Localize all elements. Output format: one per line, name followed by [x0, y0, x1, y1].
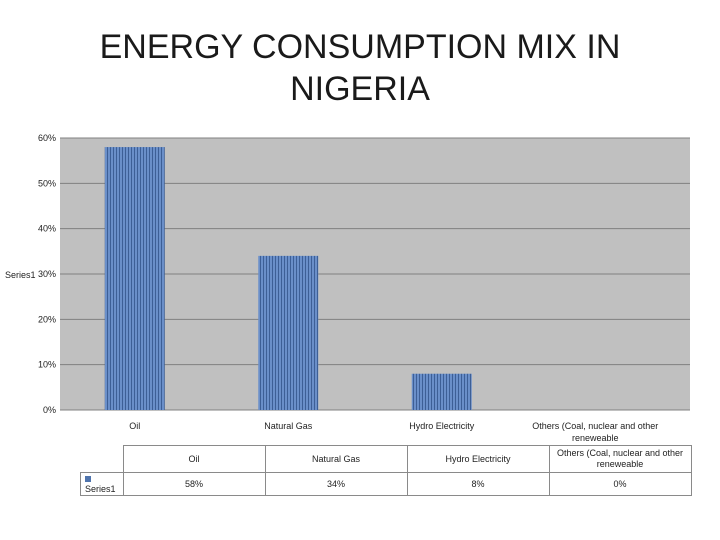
data-table-value-cell: 58% [122, 472, 266, 496]
bar [104, 147, 165, 411]
data-table-header: Oil Natural Gas Hydro Electricity Others… [81, 445, 692, 473]
chart-title: ENERGY CONSUMPTION MIX IN NIGERIA [99, 28, 621, 108]
x-axis-categories: Oil Natural Gas Hydro Electricity Others (C… [129, 421, 658, 443]
legend-swatch [85, 475, 91, 482]
data-table-corner [81, 446, 124, 473]
data-table-series-cell: Series1 [80, 472, 124, 496]
y-tick-label: 0% [43, 405, 56, 415]
bar [258, 255, 319, 410]
x-category-label: Natural Gas [264, 421, 313, 431]
gridlines [60, 137, 690, 411]
data-table-header-cell: Hydro Electricity [406, 445, 550, 473]
y-tick-label: 30% [38, 269, 56, 279]
data-table-value-cell: 8% [406, 472, 550, 496]
data-table-value-cell: 34% [264, 472, 408, 496]
y-tick-label: 20% [38, 314, 56, 324]
y-tick-label: 10% [38, 360, 56, 370]
data-table-header-cell: Others (Coal, nuclear and other reneweab… [548, 445, 692, 473]
y-tick-label: 40% [38, 224, 56, 234]
bars [104, 147, 472, 411]
data-table-header-cell: Natural Gas [264, 445, 408, 473]
x-category-label: Hydro Electricity [409, 421, 475, 431]
data-table-series-label: Series1 [85, 484, 116, 494]
data-table-header-cell: Oil [122, 445, 266, 473]
x-category-label: Others (Coal, nuclear and other reneweabl… [532, 421, 658, 443]
bar [411, 373, 472, 410]
y-axis-ticks: 0% 10% 20% 30% 40% 50% 60% [38, 133, 56, 415]
data-table-row: Series1 58% 34% 8% 0% [80, 472, 692, 496]
data-table: Oil Natural Gas Hydro Electricity Others… [80, 445, 692, 496]
y-axis-label: Series1 [5, 270, 36, 280]
y-tick-label: 50% [38, 178, 56, 188]
x-category-label: Oil [129, 421, 140, 431]
data-table-value-cell: 0% [548, 472, 692, 496]
y-tick-label: 60% [38, 133, 56, 143]
